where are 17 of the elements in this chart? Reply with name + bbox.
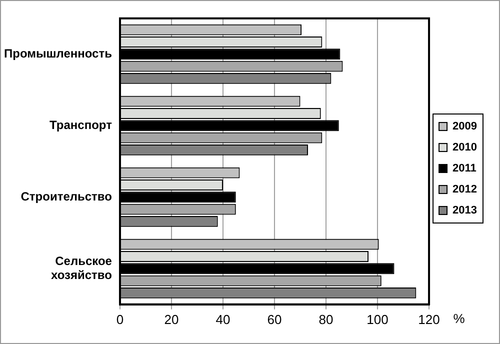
legend-label: 2010	[452, 142, 478, 154]
y-tick-label: Транспорт	[50, 118, 112, 132]
legend-label: 2012	[452, 184, 478, 196]
legend-label: 2011	[452, 162, 476, 175]
x-tick-label: 20	[164, 312, 179, 327]
y-tick-label: Промышленность	[4, 46, 112, 60]
x-tick-label: 100	[366, 312, 388, 327]
legend-label: 2013	[452, 204, 478, 217]
x-tick-label: 80	[318, 312, 334, 327]
x-tick-label: 0	[116, 312, 124, 327]
x-tick-label: 120	[418, 312, 440, 327]
x-tick-label: 60	[267, 312, 282, 327]
y-tick-label: Строительство	[20, 189, 112, 204]
y-tick-label: Сельское хозяйство	[50, 254, 112, 282]
x-tick-label: 40	[216, 312, 230, 327]
x-axis-title: %	[453, 310, 466, 326]
legend-label: 2009	[452, 120, 478, 133]
